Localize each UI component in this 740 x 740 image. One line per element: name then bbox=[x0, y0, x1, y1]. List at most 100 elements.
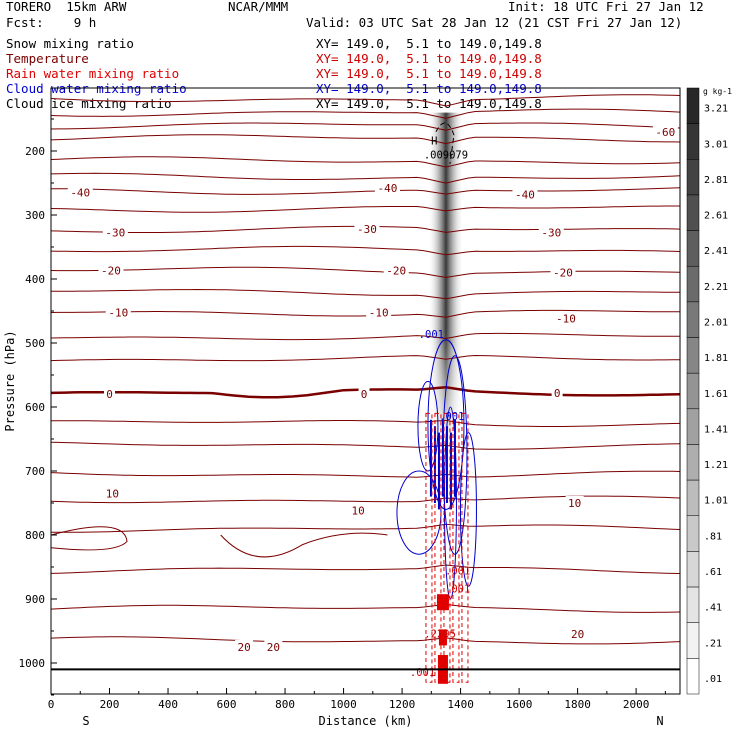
x-tick-label: 1400 bbox=[447, 698, 474, 711]
isotherm-unlabeled bbox=[51, 332, 680, 341]
isotherm-label-bg bbox=[652, 124, 678, 137]
rain-contour bbox=[443, 412, 451, 683]
colorbar-swatch bbox=[686, 444, 700, 481]
colorbar-swatch bbox=[686, 159, 700, 196]
x-tick-label: 1200 bbox=[389, 698, 416, 711]
org-title: NCAR/MMM bbox=[228, 0, 289, 14]
rain-contour bbox=[434, 412, 442, 683]
cloud-water-core bbox=[429, 419, 432, 497]
colorbar-swatch bbox=[686, 515, 700, 552]
legend-cloud-ice-xy: XY= 149.0, 5.1 to 149.0,149.8 bbox=[316, 96, 542, 111]
isotherm-unlabeled bbox=[51, 205, 680, 213]
isotherm--20 bbox=[51, 266, 680, 278]
isotherm--10 bbox=[51, 309, 680, 318]
isotherm-label: 10 bbox=[106, 487, 119, 500]
isotherm-label-bg bbox=[374, 181, 400, 194]
isotherm-label: -10 bbox=[108, 306, 128, 319]
isotherm-label-bg bbox=[349, 503, 368, 516]
x-tick-label: 200 bbox=[100, 698, 120, 711]
colorbar-swatch bbox=[686, 479, 700, 517]
isotherm-unlabeled bbox=[51, 470, 680, 478]
isotherm-unlabeled bbox=[51, 245, 680, 256]
contour-annotation: H bbox=[431, 136, 437, 148]
init-time: Init: 18 UTC Fri 27 Jan 12 bbox=[508, 0, 704, 14]
colorbar-swatch bbox=[686, 230, 700, 267]
isotherm-label-bg bbox=[67, 185, 93, 198]
y-tick-label: 300 bbox=[25, 209, 45, 222]
x-tick-label: 2000 bbox=[623, 698, 650, 711]
isotherm-label-bg bbox=[104, 387, 116, 400]
north-endpoint-label: N bbox=[656, 714, 663, 728]
isotherm--60 bbox=[51, 108, 680, 119]
x-axis-label: Distance (km) bbox=[319, 714, 413, 728]
colorbar-label: 1.81 bbox=[704, 353, 728, 364]
colorbar-swatch bbox=[686, 123, 700, 160]
isotherm-unlabeled bbox=[51, 156, 680, 168]
colorbar-label: .21 bbox=[704, 638, 722, 649]
y-tick-label: 1000 bbox=[19, 657, 46, 670]
isotherm-label-bg bbox=[551, 385, 563, 398]
y-tick-label: 800 bbox=[25, 529, 45, 542]
y-tick-label: 500 bbox=[25, 337, 45, 350]
rain-contour bbox=[461, 412, 469, 683]
colorbar-label: 1.21 bbox=[704, 460, 728, 471]
isotherm-unlabeled bbox=[51, 94, 680, 107]
x-tick-label: 0 bbox=[48, 698, 55, 711]
colorbar-swatch bbox=[686, 337, 700, 374]
isotherm-label-bg bbox=[235, 640, 254, 652]
contour-annotation: .2295 bbox=[424, 628, 456, 640]
cloud-water-core bbox=[453, 419, 456, 497]
isotherm-label: 10 bbox=[352, 505, 365, 518]
y-axis-label: Pressure (hPa) bbox=[3, 330, 17, 431]
isotherm-unlabeled bbox=[51, 441, 680, 450]
colorbar-label: 1.01 bbox=[704, 496, 728, 507]
isotherm-label-bg bbox=[553, 311, 579, 324]
cloud-water-contour bbox=[417, 380, 439, 472]
rain-core bbox=[437, 655, 448, 671]
isotherm-label: 20 bbox=[571, 628, 584, 641]
colorbar-swatch bbox=[686, 408, 700, 445]
isotherm-label-bg bbox=[103, 486, 122, 499]
isotherm-label-bg bbox=[264, 640, 283, 652]
colorbar-label: 3.01 bbox=[704, 139, 728, 150]
isotherm-unlabeled bbox=[51, 122, 680, 131]
isotherm-label: -30 bbox=[105, 226, 125, 239]
contour-annotation: .001 bbox=[445, 584, 470, 596]
legend-rain-label: Rain water mixing ratio bbox=[6, 66, 180, 81]
isotherm-label: -30 bbox=[541, 226, 561, 239]
plot-frame bbox=[50, 87, 681, 695]
contour-annotation: .001 bbox=[445, 566, 470, 578]
isotherm-label-bg bbox=[538, 225, 564, 238]
isotherm-label: 20 bbox=[237, 641, 250, 654]
legend-snow-xy: XY= 149.0, 5.1 to 149.0,149.8 bbox=[316, 36, 542, 51]
legend-temperature-xy: XY= 149.0, 5.1 to 149.0,149.8 bbox=[316, 51, 542, 66]
isotherm-label-bg bbox=[383, 263, 409, 276]
isotherm-label: 20 bbox=[267, 641, 280, 654]
colorbar-swatch bbox=[686, 265, 700, 303]
colorbar-label: 1.41 bbox=[704, 424, 728, 435]
colorbar-label: 2.81 bbox=[704, 175, 728, 186]
isotherm-label: -60 bbox=[655, 126, 675, 139]
model-title: TORERO 15km ARW bbox=[6, 0, 127, 14]
isotherm-label: 0 bbox=[106, 388, 113, 401]
snow-column-shading bbox=[427, 112, 464, 471]
cloud-water-core bbox=[437, 432, 440, 510]
y-tick-label: 600 bbox=[25, 401, 45, 414]
isotherm-label-bg bbox=[565, 496, 584, 508]
isotherm-unlabeled bbox=[51, 288, 680, 300]
colorbar-label: 2.01 bbox=[704, 317, 728, 328]
isotherm-label: 0 bbox=[554, 387, 561, 400]
legend-temperature-label: Temperature bbox=[6, 51, 89, 66]
isotherm-unlabeled bbox=[51, 419, 680, 427]
cloud-water-core bbox=[445, 426, 448, 503]
contour-annotation: .001 bbox=[439, 411, 464, 423]
x-tick-label: 800 bbox=[275, 698, 295, 711]
colorbar-label: .61 bbox=[704, 567, 722, 578]
y-tick-label: 400 bbox=[25, 273, 45, 286]
colorbar-label: .01 bbox=[704, 674, 722, 685]
colorbar-swatch bbox=[686, 586, 700, 623]
isotherm-label: -40 bbox=[70, 187, 90, 200]
isotherm-label: -40 bbox=[378, 182, 398, 195]
